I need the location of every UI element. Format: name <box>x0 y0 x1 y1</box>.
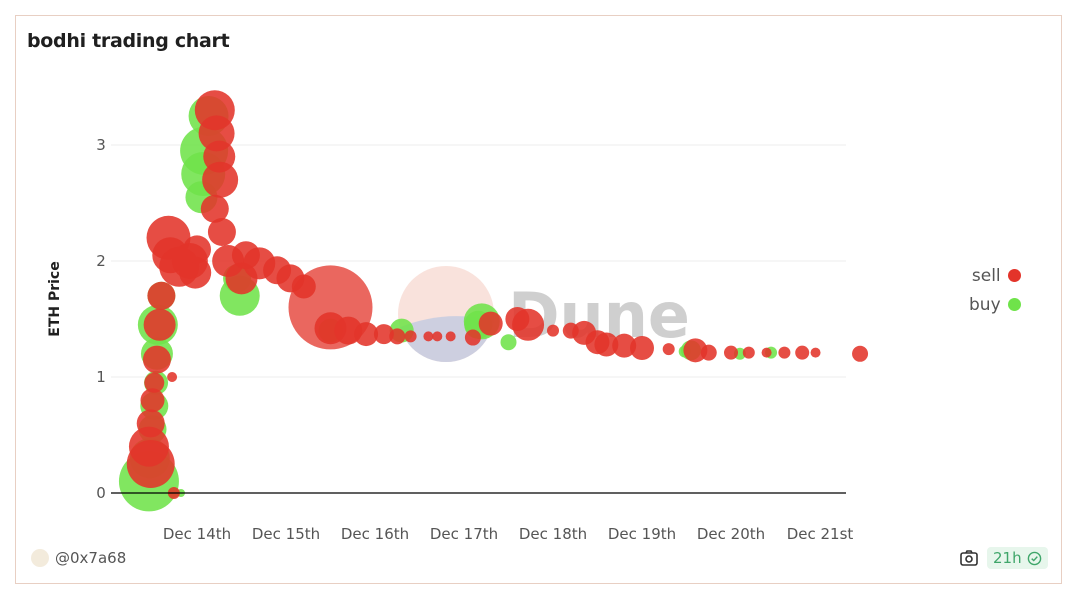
sell-bubble[interactable] <box>761 347 772 358</box>
sell-bubble[interactable] <box>778 346 791 359</box>
sell-bubble[interactable] <box>724 345 738 360</box>
sell-bubble[interactable] <box>404 330 417 343</box>
x-tick-label: Dec 21st <box>787 525 854 543</box>
sell-bubble[interactable] <box>478 311 503 336</box>
x-axis-ticks: Dec 14th Dec 15th Dec 16th Dec 17th Dec 18th… <box>163 525 854 543</box>
footer-actions: 21h <box>959 547 1048 569</box>
check-circle-icon <box>1027 551 1041 565</box>
x-tick-label: Dec 18th <box>519 525 587 543</box>
x-tick-label: Dec 19th <box>608 525 676 543</box>
refresh-badge[interactable]: 21h <box>987 547 1048 569</box>
sell-bubble[interactable] <box>423 331 434 342</box>
sell-bubble[interactable] <box>464 329 481 346</box>
sell-bubble[interactable] <box>512 308 545 341</box>
x-tick-label: Dec 20th <box>697 525 765 543</box>
bubble-chart[interactable]: 3 2 1 0 ETH Price Dune Dec 14th Dec 15th D… <box>16 16 1063 585</box>
y-tick-3: 3 <box>96 136 106 154</box>
sell-bubble[interactable] <box>142 345 171 374</box>
bubble-points[interactable] <box>118 90 869 512</box>
sell-bubble[interactable] <box>389 328 406 345</box>
x-tick-label: Dec 17th <box>430 525 498 543</box>
camera-icon[interactable] <box>959 548 979 568</box>
sell-bubble[interactable] <box>143 308 176 341</box>
y-axis-label: ETH Price <box>47 261 63 336</box>
sell-bubble[interactable] <box>144 372 165 393</box>
sell-bubble[interactable] <box>136 409 165 438</box>
buy-bubble[interactable] <box>500 334 517 351</box>
chart-card: bodhi trading chart 3 2 1 0 ETH Price Du… <box>15 15 1062 584</box>
avatar <box>31 549 49 567</box>
y-tick-1: 1 <box>96 368 106 386</box>
sell-bubble[interactable] <box>432 331 443 342</box>
sell-bubble[interactable] <box>683 338 708 363</box>
sell-bubble[interactable] <box>207 218 236 246</box>
sell-bubble[interactable] <box>200 194 229 223</box>
chart-title: bodhi trading chart <box>27 30 230 52</box>
sell-bubble[interactable] <box>547 324 559 337</box>
buy-dot-icon <box>1007 298 1021 311</box>
sell-bubble[interactable] <box>354 322 379 347</box>
sell-bubble[interactable] <box>612 333 637 358</box>
sell-bubble[interactable] <box>594 332 619 357</box>
sell-bubble[interactable] <box>662 343 675 356</box>
author-link[interactable]: @0x7a68 <box>31 549 126 567</box>
sell-bubble[interactable] <box>445 331 456 342</box>
y-tick-2: 2 <box>96 252 106 270</box>
sell-dot-icon <box>1007 269 1021 282</box>
sell-bubble[interactable] <box>140 388 165 413</box>
x-tick-label: Dec 14th <box>163 525 231 543</box>
sell-bubble[interactable] <box>630 336 654 360</box>
author-handle: @0x7a68 <box>55 549 127 567</box>
sell-bubble[interactable] <box>147 281 176 310</box>
legend: sell buy <box>969 261 1021 319</box>
sell-bubble[interactable] <box>742 346 755 359</box>
sell-bubble[interactable] <box>202 161 239 198</box>
sell-bubble[interactable] <box>179 256 212 289</box>
sell-bubble[interactable] <box>373 324 394 345</box>
y-tick-0: 0 <box>96 484 106 502</box>
legend-item-sell[interactable]: sell <box>969 261 1021 290</box>
sell-bubble[interactable] <box>852 345 869 362</box>
legend-item-buy[interactable]: buy <box>969 290 1021 319</box>
x-tick-label: Dec 15th <box>252 525 320 543</box>
x-tick-label: Dec 16th <box>341 525 409 543</box>
sell-bubble[interactable] <box>167 372 178 382</box>
sell-bubble[interactable] <box>795 345 810 360</box>
sell-bubble[interactable] <box>183 235 211 264</box>
sell-bubble[interactable] <box>700 344 717 361</box>
sell-bubble[interactable] <box>128 426 169 467</box>
sell-bubble[interactable] <box>810 347 821 358</box>
